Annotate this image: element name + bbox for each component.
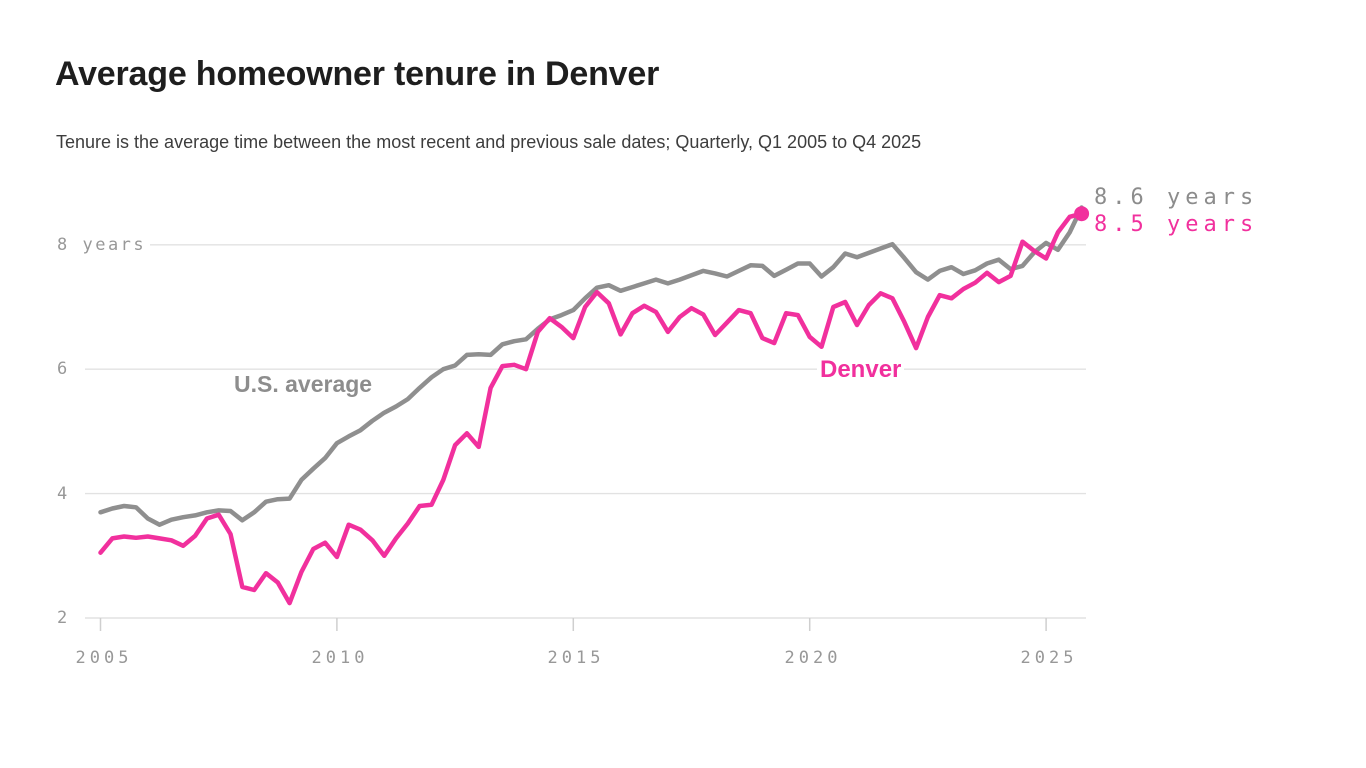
y-axis-label-4: 4 xyxy=(57,484,70,504)
page-title: Average homeowner tenure in Denver xyxy=(55,55,660,93)
y-axis-label-6: 6 xyxy=(57,359,70,379)
series-label-us-average: U.S. average xyxy=(234,371,373,397)
denver-end-dot xyxy=(1074,206,1090,222)
x-axis-label-2020: 2020 xyxy=(784,648,842,668)
series-label-denver: Denver xyxy=(817,356,905,384)
x-axis-label-2010: 2010 xyxy=(311,648,369,668)
line-denver xyxy=(98,211,1084,606)
end-value-label-denver: 8.5 years xyxy=(1094,212,1259,237)
x-axis-label-2025: 2025 xyxy=(1020,648,1078,668)
y-axis-label-8-years: 8 years xyxy=(57,235,147,255)
y-axis-label-2: 2 xyxy=(57,608,70,628)
x-axis-label-2005: 2005 xyxy=(75,648,133,668)
x-axis-label-2015: 2015 xyxy=(547,648,605,668)
page-subtitle: Tenure is the average time between the m… xyxy=(56,132,922,152)
line-us-average xyxy=(98,205,1084,527)
end-value-label-us-average: 8.6 years xyxy=(1094,185,1259,210)
